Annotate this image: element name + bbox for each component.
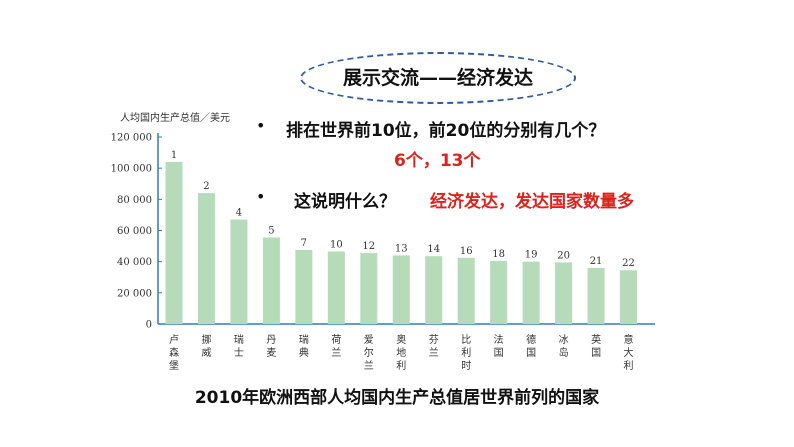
x-tick-label: 爱 — [364, 333, 374, 346]
x-tick-label: 兰 — [364, 359, 374, 372]
y-axis-label: 人均国内生产总值／美元 — [120, 111, 230, 124]
x-tick-label: 利 — [396, 360, 406, 372]
bar — [392, 255, 410, 324]
bar — [262, 237, 280, 324]
x-tick-label: 德 — [526, 333, 536, 346]
x-tick-label: 国 — [526, 347, 536, 359]
x-tick-label: 利 — [461, 347, 471, 359]
y-tick-label: 120 000 — [111, 133, 152, 144]
x-tick-label: 芬 — [429, 334, 439, 346]
x-tick-label: 森 — [169, 346, 179, 359]
slide-title: 展示交流——经济发达 — [342, 67, 533, 89]
bar — [457, 257, 475, 324]
bar — [295, 249, 313, 324]
bar-rank-label: 5 — [268, 226, 274, 237]
x-tick-label: 兰 — [331, 346, 341, 359]
x-tick-label: 冰 — [559, 333, 569, 346]
x-tick-label: 瑞 — [234, 334, 244, 346]
bar — [620, 270, 638, 324]
answer-2: 经济发达，发达国家数量多 — [430, 192, 634, 212]
answer-1: 6个，13个 — [394, 151, 481, 171]
x-tick-label: 比 — [461, 334, 471, 346]
bar-rank-label: 18 — [492, 249, 505, 260]
x-tick-label: 岛 — [559, 346, 569, 359]
bar-rank-label: 20 — [557, 250, 570, 261]
bar-rank-label: 13 — [395, 243, 408, 254]
bar — [165, 161, 183, 324]
x-tick-label: 荷 — [331, 334, 341, 346]
chart-caption: 2010年欧洲西部人均国内生产总值居世界前列的国家 — [194, 388, 600, 408]
bar — [360, 253, 378, 324]
bar — [230, 219, 248, 324]
bar-rank-label: 1 — [171, 150, 177, 161]
bullet-2: • — [256, 187, 266, 206]
bar-rank-label: 10 — [330, 240, 343, 251]
title-oval — [300, 52, 576, 104]
bullet-1: • — [256, 116, 266, 135]
y-tick-label: 40 000 — [117, 257, 152, 268]
y-tick-label: 100 000 — [111, 164, 152, 175]
y-tick-label: 0 — [146, 320, 152, 331]
bar — [425, 256, 443, 324]
y-tick-label: 60 000 — [117, 226, 152, 237]
x-tick-label: 国 — [591, 347, 601, 359]
x-tick-label: 国 — [494, 347, 504, 359]
bar — [197, 193, 215, 324]
x-tick-label: 英 — [591, 333, 601, 346]
bar-rank-label: 2 — [203, 181, 209, 192]
bar-rank-label: 7 — [301, 238, 307, 249]
y-tick-label: 80 000 — [117, 195, 152, 206]
bar — [327, 251, 345, 324]
bar-rank-label: 16 — [460, 246, 473, 257]
x-tick-label: 士 — [234, 346, 244, 359]
x-tick-label: 挪 — [201, 333, 211, 346]
x-tick-label: 地 — [396, 346, 406, 359]
x-tick-label: 尔 — [364, 346, 374, 359]
bar-rank-label: 21 — [590, 256, 603, 267]
bar — [587, 267, 605, 324]
bar — [522, 261, 540, 324]
question-2: 这说明什么？ — [294, 192, 396, 212]
x-tick-label: 时 — [461, 360, 471, 372]
x-tick-label: 意 — [624, 333, 634, 346]
x-tick-label: 兰 — [429, 346, 439, 359]
x-tick-label: 卢 — [169, 333, 179, 346]
question-1: 排在世界前10位，前20位的分别有几个？ — [286, 121, 606, 141]
x-tick-label: 奥 — [396, 333, 406, 346]
y-tick-label: 20 000 — [117, 288, 152, 299]
x-tick-label: 丹 — [266, 334, 276, 346]
bar-rank-label: 14 — [427, 244, 440, 255]
bar — [555, 262, 573, 324]
bar-rank-label: 22 — [622, 258, 635, 269]
x-tick-label: 堡 — [169, 359, 179, 372]
x-tick-label: 法 — [494, 333, 504, 346]
x-tick-label: 典 — [299, 346, 309, 359]
bar-rank-label: 12 — [362, 241, 375, 252]
bar — [490, 260, 508, 324]
x-tick-label: 威 — [201, 346, 211, 359]
bar-rank-label: 4 — [236, 208, 242, 219]
x-tick-label: 利 — [624, 360, 634, 372]
x-tick-label: 麦 — [266, 347, 276, 359]
x-tick-label: 大 — [624, 346, 634, 359]
x-tick-label: 瑞 — [299, 334, 309, 346]
bar-rank-label: 19 — [525, 250, 538, 261]
